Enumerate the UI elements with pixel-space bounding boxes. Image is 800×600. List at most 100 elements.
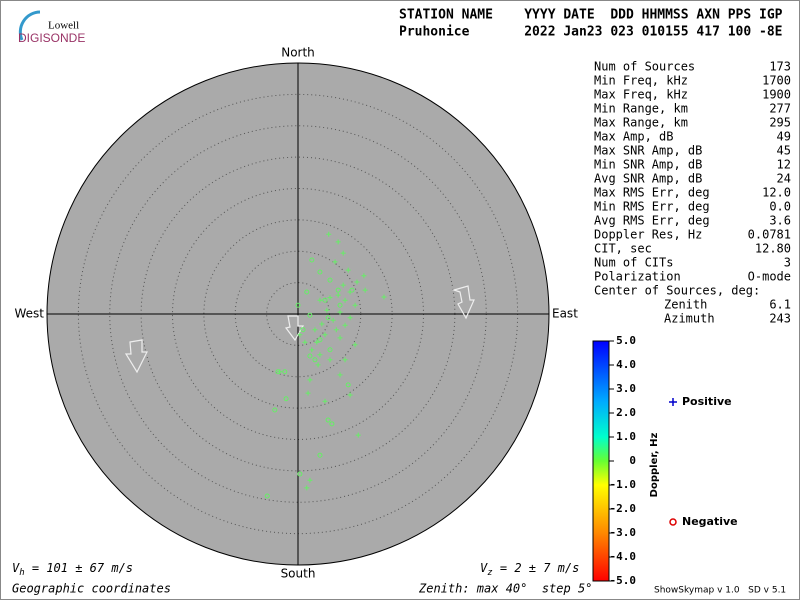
- positive-source: [352, 302, 358, 308]
- stat-value: 49: [777, 130, 791, 144]
- negative-source: [322, 297, 328, 303]
- positive-source: [340, 282, 346, 288]
- positive-source: [302, 339, 308, 345]
- positive-source: [314, 339, 320, 345]
- vh-value: = 101 ± 67 m/s: [25, 561, 133, 575]
- stat-label: Min Freq, kHz: [594, 74, 688, 88]
- stat-value: 3: [784, 256, 791, 270]
- stat-label: CIT, sec: [594, 242, 652, 256]
- positive-source: [297, 332, 303, 338]
- colorbar-tick-label: -2.0: [610, 502, 637, 515]
- stat-label: Max SNR Amp, dB: [594, 144, 702, 158]
- negative-source: [304, 289, 310, 295]
- positive-source: [352, 342, 358, 348]
- positive-source: [305, 390, 311, 396]
- positive-source: [332, 259, 338, 265]
- positive-source: [327, 357, 333, 363]
- negative-source: [335, 287, 341, 293]
- stat-value: 12.80: [755, 242, 791, 256]
- stat-label: Avg SNR Amp, dB: [594, 172, 702, 186]
- negative-source: [282, 369, 288, 375]
- negative-source: [327, 277, 333, 283]
- center-value: 243: [769, 312, 791, 326]
- positive-source: [362, 287, 368, 293]
- negative-source: [309, 257, 315, 263]
- positive-source: [309, 347, 315, 353]
- logo-top: Lowell: [48, 20, 79, 32]
- colorbar-tick-label: -4.0: [610, 550, 637, 563]
- stat-label: Max Amp, dB: [594, 130, 673, 144]
- stat-label: Max RMS Err, deg: [594, 186, 710, 200]
- positive-source: [342, 297, 348, 303]
- arrow: [284, 315, 305, 342]
- south-label: South: [281, 567, 316, 581]
- stat-value: 277: [769, 102, 791, 116]
- positive-source: [345, 267, 351, 273]
- positive-source: [327, 295, 333, 301]
- stat-value: O-mode: [748, 270, 791, 284]
- positive-source: [340, 250, 346, 256]
- center-label: Azimuth: [664, 312, 715, 326]
- positive-source: [315, 362, 321, 368]
- stat-label: Min SNR Amp, dB: [594, 158, 702, 172]
- positive-source: [312, 327, 318, 333]
- stat-label: Avg RMS Err, deg: [594, 214, 710, 228]
- velocity-arrows: [124, 285, 475, 374]
- east-label: East: [552, 307, 578, 321]
- positive-source: [355, 432, 361, 438]
- vz-text: Vz = 2 ± 7 m/s: [480, 561, 579, 578]
- negative-source: [337, 302, 343, 308]
- vz-symbol: V: [480, 561, 488, 575]
- stat-value: 1700: [762, 74, 791, 88]
- zenith-text: Zenith: max 40° step 5°: [418, 582, 592, 596]
- stat-label: Num of CITs: [594, 256, 673, 270]
- stat-value: 0.0781: [748, 228, 791, 242]
- vz-value: = 2 ± 7 m/s: [493, 561, 580, 575]
- stat-value: 24: [777, 172, 791, 186]
- negative-source: [325, 417, 331, 423]
- colorbar-tick-label: 4.0: [616, 358, 636, 371]
- vh-sub: h: [19, 568, 24, 578]
- negative-source: [283, 396, 289, 402]
- negative-source: [307, 353, 313, 359]
- stat-label: Max Range, km: [594, 116, 688, 130]
- west-label: West: [14, 307, 44, 321]
- positive-source: [330, 317, 336, 323]
- negative-source: [317, 337, 323, 343]
- negative-source: [345, 382, 351, 388]
- positive-source: [337, 309, 343, 315]
- positive-source: [307, 477, 313, 483]
- positive-source: [322, 398, 328, 404]
- center-value: 6.1: [769, 298, 791, 312]
- stat-label: Max Freq, kHz: [594, 88, 688, 102]
- stat-value: 1900: [762, 88, 791, 102]
- legend-label: Negative: [682, 515, 738, 528]
- positive-source: [307, 377, 313, 383]
- positive-source: [333, 327, 339, 333]
- negative-source: [307, 312, 313, 318]
- vh-text: Vh = 101 ± 67 m/s: [12, 561, 133, 578]
- colorbar-label: Doppler, Hz: [649, 433, 660, 498]
- colorbar-tick-label: 3.0: [616, 382, 636, 395]
- negative-source: [349, 287, 355, 293]
- negative-source: [327, 347, 333, 353]
- stat-value: 0.0: [769, 200, 791, 214]
- vz-sub: z: [487, 568, 492, 578]
- arrow: [124, 339, 148, 374]
- positive-source: [335, 292, 341, 298]
- negative-source: [325, 315, 331, 321]
- stat-label: Min RMS Err, deg: [594, 200, 710, 214]
- legend-marker: [669, 518, 677, 526]
- legend-marker: [669, 398, 677, 406]
- positive-source: [342, 322, 348, 328]
- colorbar-tick-label: 5.0: [616, 334, 636, 347]
- positive-source: [381, 294, 387, 300]
- logo-arc: [18, 10, 41, 41]
- negative-source: [295, 302, 301, 308]
- stat-value: 295: [769, 116, 791, 130]
- negative-source: [300, 327, 306, 333]
- colorbar-tick-label: -5.0: [610, 574, 637, 587]
- negative-source: [329, 421, 335, 427]
- stat-label: Num of Sources: [594, 60, 695, 74]
